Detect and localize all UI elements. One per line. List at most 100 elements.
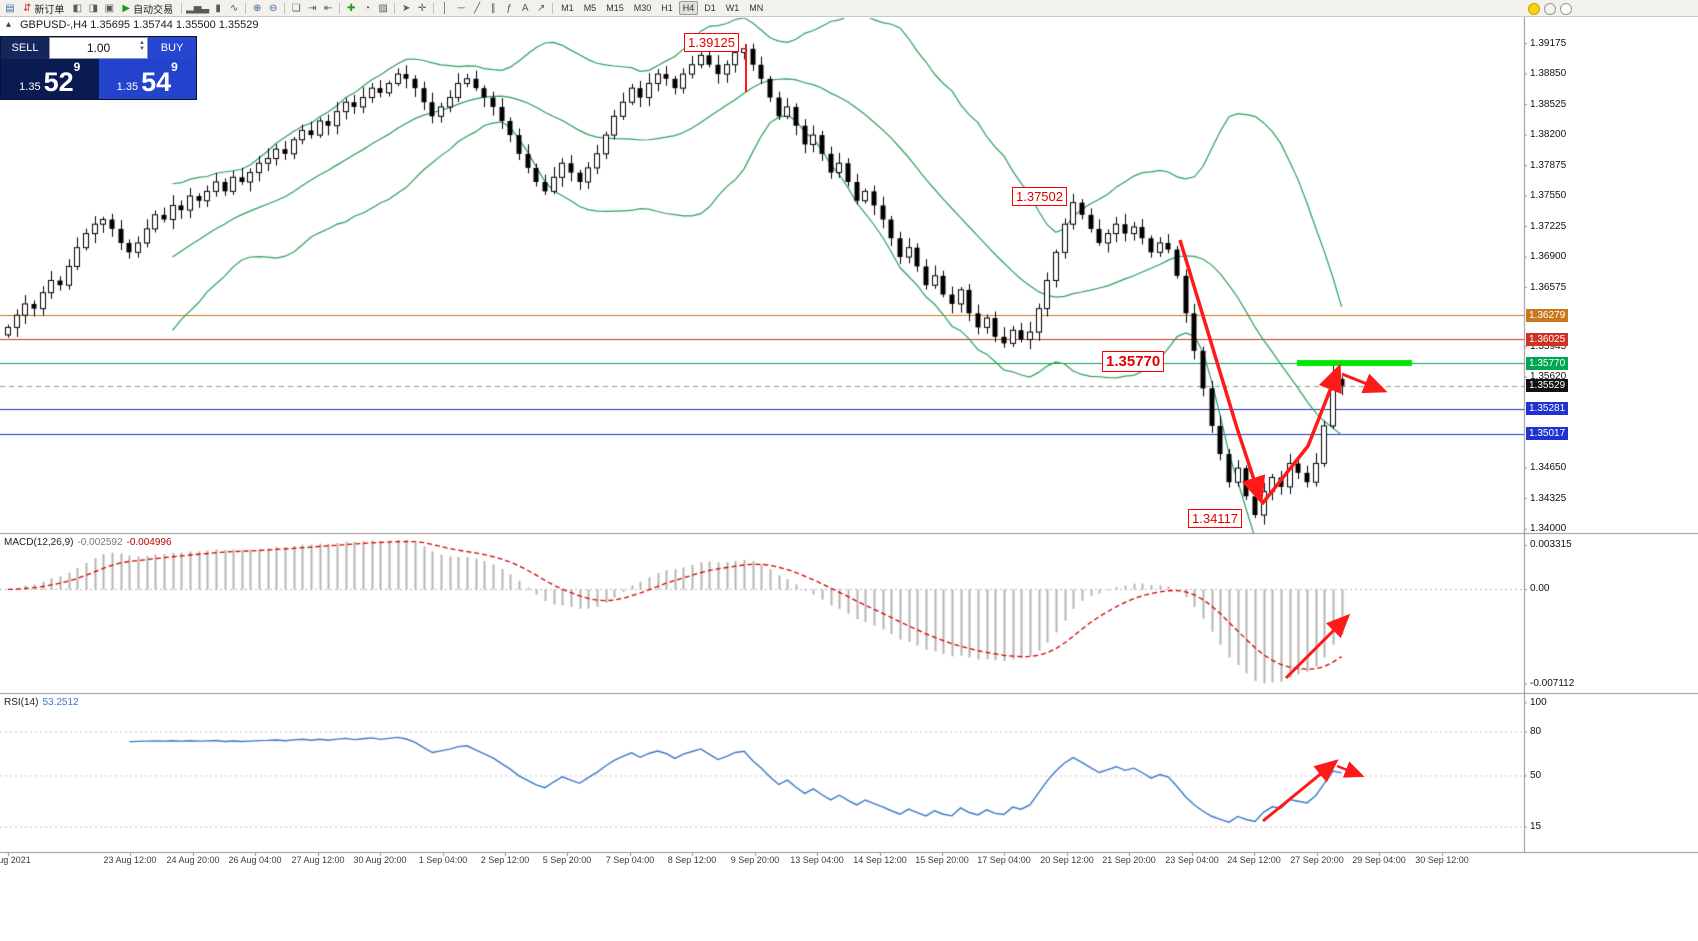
lot-spinner[interactable]: ▲ ▼ bbox=[139, 40, 145, 52]
terminal-icon[interactable]: ▣ bbox=[104, 2, 115, 14]
bar-chart-icon[interactable]: ▂▅▃ bbox=[186, 2, 210, 14]
toolbar-separator bbox=[284, 2, 286, 14]
timeframe-m30-button[interactable]: M30 bbox=[633, 3, 652, 13]
price-callout[interactable]: 1.37502 bbox=[1012, 187, 1067, 206]
autotrading-button[interactable]: ▶ 自动交易 bbox=[118, 2, 177, 16]
macd-signal-value: -0.004996 bbox=[126, 537, 172, 548]
price-callout[interactable]: 1.35770 bbox=[1102, 351, 1165, 372]
price-callout[interactable]: 1.39125 bbox=[684, 33, 739, 52]
status-dot-yellow[interactable] bbox=[1528, 3, 1540, 15]
time-axis-label: 13 Sep 04:00 bbox=[790, 855, 844, 865]
time-axis-label: 30 Sep 12:00 bbox=[1415, 855, 1469, 865]
timeframe-m5-button[interactable]: M5 bbox=[583, 3, 597, 13]
price-level-label: 1.35945 bbox=[1530, 340, 1567, 352]
horizontal-line-icon[interactable]: ─ bbox=[457, 2, 465, 14]
price-line-tag[interactable]: 1.35017 bbox=[1526, 427, 1569, 441]
price-scale-label: 1.34650 bbox=[1530, 462, 1567, 474]
auto-scroll-icon[interactable]: ⇥ bbox=[307, 2, 317, 14]
toolbar-separator bbox=[245, 2, 247, 14]
buy-price-small: 1.35 bbox=[116, 81, 139, 93]
time-axis-label: 0 Aug 2021 bbox=[0, 855, 31, 865]
lot-size-value: 1.00 bbox=[86, 41, 111, 55]
price-scale-label: 1.38850 bbox=[1530, 68, 1567, 80]
timeframe-m15-button[interactable]: M15 bbox=[606, 3, 624, 13]
tile-windows-icon[interactable]: ❏ bbox=[291, 2, 301, 14]
time-axis-label: 20 Sep 12:00 bbox=[1040, 855, 1094, 865]
timeframe-h1-button[interactable]: H1 bbox=[661, 3, 673, 13]
price-callout[interactable]: 1.34117 bbox=[1188, 509, 1243, 528]
new-order-button[interactable]: ⇵ 新订单 bbox=[19, 2, 68, 16]
vertical-line-icon[interactable]: │ bbox=[442, 2, 449, 14]
buy-button[interactable]: BUY bbox=[148, 37, 196, 59]
price-scale-label: 1.36575 bbox=[1530, 281, 1567, 293]
price-line-tag[interactable]: 1.36025 bbox=[1526, 332, 1569, 346]
time-axis-label: 2 Sep 12:00 bbox=[480, 855, 530, 865]
cursor-icon[interactable]: ➤ bbox=[401, 2, 411, 14]
macd-name: MACD(12,26,9) bbox=[4, 537, 74, 548]
price-line-tag[interactable]: 1.35770 bbox=[1526, 356, 1569, 370]
lot-spin-up-icon[interactable]: ▲ bbox=[139, 40, 145, 46]
zoom-in-icon[interactable]: ⊕ bbox=[252, 2, 262, 14]
equidistant-channel-icon[interactable]: ∥ bbox=[490, 2, 496, 14]
price-line-tag[interactable]: 1.36279 bbox=[1526, 308, 1569, 322]
crosshair-icon[interactable]: ✛ bbox=[417, 2, 427, 14]
toolbar-separator bbox=[394, 2, 396, 14]
toolbar-separator bbox=[181, 2, 183, 14]
buy-price-pipette: 9 bbox=[171, 60, 178, 74]
chart-shift-icon[interactable]: ⇤ bbox=[323, 2, 333, 14]
price-scale-label: 1.37875 bbox=[1530, 159, 1567, 171]
time-axis-label: 1 Sep 04:00 bbox=[418, 855, 468, 865]
price-scale-label: 1.37550 bbox=[1530, 190, 1567, 202]
chart-ohlc-readout: GBPUSD-,H4 1.35695 1.35744 1.35500 1.355… bbox=[20, 19, 259, 31]
candlestick-chart-icon[interactable]: ▮ bbox=[215, 2, 221, 14]
toolbar-separator bbox=[552, 2, 554, 14]
trendline-icon[interactable]: ╱ bbox=[474, 2, 481, 14]
new-chart-icon[interactable]: ▤ bbox=[5, 2, 15, 14]
periods-icon[interactable]: ◔ bbox=[364, 2, 371, 14]
autotrading-button-icon: ▶ bbox=[122, 2, 131, 14]
timeframe-d1-button[interactable]: D1 bbox=[704, 3, 716, 13]
timeframe-mn-button[interactable]: MN bbox=[749, 3, 764, 13]
indicators-icon[interactable]: ✚ bbox=[346, 2, 356, 14]
price-line-tag[interactable]: 1.35281 bbox=[1526, 402, 1569, 416]
macd-scale-label: -0.007112 bbox=[1530, 678, 1575, 690]
time-axis-label: 21 Sep 20:00 bbox=[1102, 855, 1156, 865]
rsi-indicator-label: RSI(14) 53.2512 bbox=[4, 697, 79, 708]
time-axis-label: 24 Aug 20:00 bbox=[166, 855, 220, 865]
timeframe-h4-button[interactable]: H4 bbox=[678, 1, 699, 15]
timeframe-m1-button[interactable]: M1 bbox=[561, 3, 574, 13]
price-scale-label: 1.38200 bbox=[1530, 129, 1567, 141]
time-axis-label: 17 Sep 04:00 bbox=[977, 855, 1031, 865]
templates-icon[interactable]: ▨ bbox=[378, 2, 388, 14]
lot-spin-down-icon[interactable]: ▼ bbox=[139, 46, 145, 52]
bid-price-tag: 1.35529 bbox=[1526, 379, 1569, 393]
status-dot-white[interactable] bbox=[1560, 3, 1572, 15]
price-scale-label: 1.34000 bbox=[1530, 523, 1567, 535]
sell-price-small: 1.35 bbox=[19, 81, 41, 93]
buy-price-button[interactable]: 1.35 54 9 bbox=[98, 59, 196, 99]
price-scale-label: 1.37225 bbox=[1530, 220, 1567, 232]
rsi-scale-label: 100 bbox=[1530, 696, 1547, 708]
lot-size-input[interactable]: 1.00 ▲ ▼ bbox=[49, 37, 148, 59]
arrows-icon[interactable]: ↗ bbox=[536, 2, 546, 14]
rsi-name: RSI(14) bbox=[4, 697, 39, 708]
price-scale-label: 1.34325 bbox=[1530, 492, 1567, 504]
navigator-icon[interactable]: ◨ bbox=[88, 2, 99, 14]
sell-button[interactable]: SELL bbox=[1, 37, 49, 59]
line-chart-icon[interactable]: ∿ bbox=[229, 2, 239, 14]
market-watch-icon[interactable]: ◧ bbox=[72, 2, 83, 14]
price-scale-label: 1.39175 bbox=[1530, 37, 1567, 49]
timeframe-w1-button[interactable]: W1 bbox=[725, 3, 740, 13]
time-axis-label: 23 Sep 04:00 bbox=[1165, 855, 1219, 865]
time-axis-label: 23 Aug 12:00 bbox=[103, 855, 157, 865]
text-icon[interactable]: A bbox=[521, 2, 529, 14]
zoom-out-icon[interactable]: ⊖ bbox=[268, 2, 278, 14]
sell-price-button[interactable]: 1.35 52 9 bbox=[1, 59, 99, 99]
time-axis-label: 14 Sep 12:00 bbox=[853, 855, 907, 865]
status-dot-light[interactable] bbox=[1544, 3, 1556, 15]
fibonacci-icon[interactable]: ƒ bbox=[506, 2, 512, 14]
price-level-label: 1.35620 bbox=[1530, 371, 1567, 383]
time-axis-label: 26 Aug 04:00 bbox=[228, 855, 282, 865]
